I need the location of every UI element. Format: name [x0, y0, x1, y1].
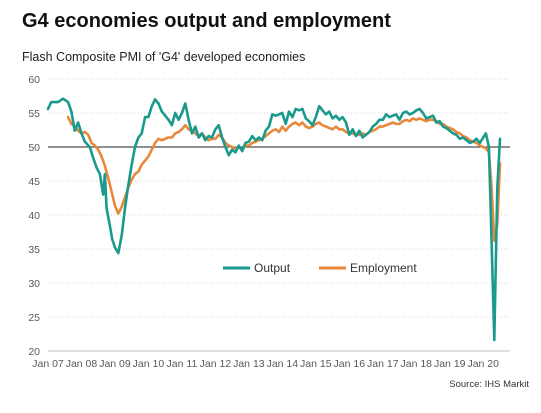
series-line-employment — [66, 115, 502, 243]
y-tick-label: 55 — [28, 108, 40, 120]
chart-subtitle: Flash Composite PMI of 'G4' developed ec… — [22, 50, 306, 64]
chart-title: G4 economies output and employment — [22, 10, 391, 32]
y-tick-label: 40 — [28, 210, 40, 222]
legend-label-output: Output — [254, 261, 291, 275]
x-tick-label: Jan 13 — [233, 358, 265, 370]
x-tick-label: Jan 16 — [334, 358, 366, 370]
x-tick-label: Jan 11 — [167, 358, 198, 370]
x-tick-label: Jan 08 — [66, 358, 98, 370]
y-tick-label: 20 — [28, 346, 40, 358]
y-tick-label: 30 — [28, 278, 40, 290]
x-tick-label: Jan 10 — [133, 358, 165, 370]
x-axis-ticks: Jan 07 Jan 08 Jan 09 Jan 10 Jan 11 Jan 12 Jan … — [32, 358, 499, 370]
series-line-output — [46, 97, 502, 342]
x-tick-label: Jan 17 — [367, 358, 399, 370]
y-tick-label: 25 — [28, 312, 40, 324]
y-tick-label: 50 — [28, 142, 40, 154]
legend: Output Employment — [223, 261, 417, 275]
x-tick-label: Jan 19 — [434, 358, 466, 370]
source-note: Source: IHS Markit — [449, 379, 529, 390]
x-tick-label: Jan 07 — [32, 358, 64, 370]
y-axis-ticks: 20 25 30 35 40 45 50 55 60 — [28, 74, 40, 358]
x-tick-label: Jan 09 — [99, 358, 131, 370]
y-tick-label: 45 — [28, 176, 40, 188]
y-tick-label: 35 — [28, 244, 40, 256]
gridlines — [48, 78, 510, 352]
series-lines — [46, 97, 502, 342]
x-tick-label: Jan 15 — [300, 358, 332, 370]
x-tick-label: Jan 14 — [267, 358, 299, 370]
x-tick-label: Jan 18 — [400, 358, 432, 370]
x-tick-label: Jan 12 — [200, 358, 232, 370]
y-tick-label: 60 — [28, 74, 40, 86]
x-tick-label: Jan 20 — [467, 358, 499, 370]
legend-label-employment: Employment — [350, 261, 417, 275]
